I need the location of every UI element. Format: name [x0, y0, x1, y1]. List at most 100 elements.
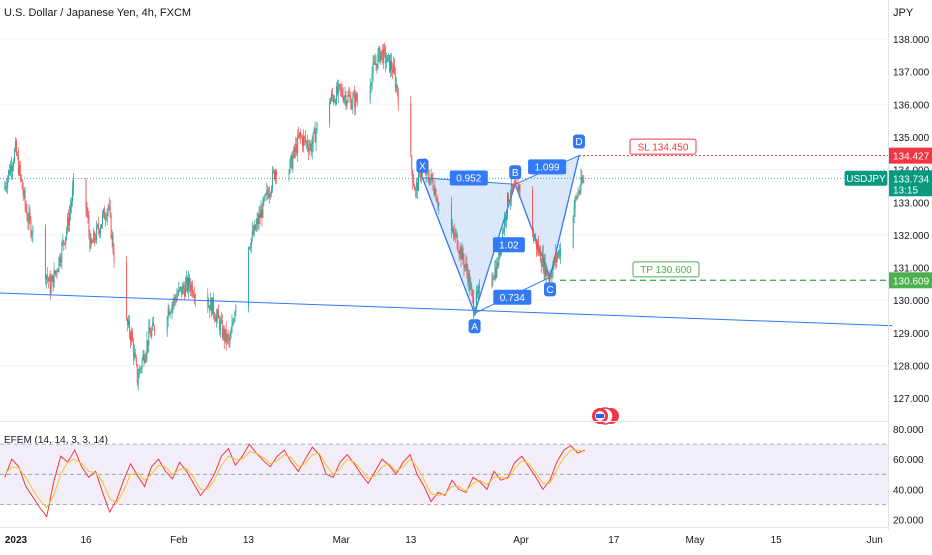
candle-body — [551, 276, 553, 277]
pattern-ratio-label: 1.099 — [535, 162, 560, 173]
candle-body — [56, 271, 58, 272]
trendline[interactable] — [0, 292, 893, 327]
pattern-triangle-xab — [422, 177, 516, 314]
candle-body — [16, 154, 18, 156]
candle-body — [146, 340, 148, 355]
candle-body — [581, 177, 583, 183]
candle-body — [471, 285, 473, 291]
candle-body — [372, 62, 374, 74]
candle-body — [472, 290, 474, 297]
candle-body — [555, 253, 557, 263]
candle-body — [133, 352, 135, 357]
candle-body — [69, 212, 71, 226]
candle-body — [95, 240, 97, 241]
candle-body — [379, 48, 381, 62]
candle-body — [230, 332, 232, 339]
candle-body — [534, 240, 535, 241]
candle-body — [329, 103, 331, 123]
candle-body — [373, 62, 375, 64]
pattern-labels: X A B C D 0.952 1.02 1.099 0.734 — [416, 134, 585, 334]
candle-body — [336, 86, 338, 95]
candle-body — [370, 84, 372, 86]
pattern-point-label: D — [575, 137, 582, 148]
candle-body — [369, 85, 371, 101]
candle-body — [347, 94, 349, 102]
pattern-point-label: C — [546, 285, 553, 296]
candle-body — [474, 312, 476, 316]
oscillator[interactable] — [0, 443, 888, 518]
candle-body — [516, 183, 518, 184]
candle-body — [252, 230, 254, 235]
candle-body — [470, 285, 472, 290]
pattern-point-label: A — [471, 322, 478, 333]
pattern-point-box — [573, 134, 585, 149]
candle-body — [169, 312, 171, 315]
candle-body — [217, 310, 219, 319]
candle-body — [293, 147, 295, 157]
candle-body — [90, 239, 92, 248]
candle-body — [100, 227, 101, 234]
candle-body — [171, 305, 173, 312]
candle-body — [292, 156, 294, 169]
candle-body — [4, 186, 6, 190]
x-tick-label: 15 — [771, 535, 783, 546]
candle-body — [235, 306, 237, 312]
candle-body — [583, 179, 585, 181]
economic-events-icon[interactable] — [592, 407, 619, 425]
candle-body — [135, 357, 137, 365]
candle-body — [333, 96, 334, 102]
tp-axis-tag: 130.609 — [893, 276, 930, 287]
pattern-ratio-box — [492, 237, 525, 253]
indicator-label: EFEM (14, 14, 3, 3, 14) — [4, 435, 108, 446]
pattern-point-box — [468, 319, 481, 334]
candle-body — [224, 329, 226, 341]
candle-body — [45, 275, 47, 280]
candle-body — [72, 188, 73, 202]
candle-body — [468, 274, 470, 283]
candle-body — [269, 193, 271, 198]
candle-body — [451, 227, 453, 232]
candle-body — [96, 225, 98, 241]
y-tick-label: 136.000 — [893, 100, 930, 111]
candle-body — [50, 281, 52, 294]
candle-body — [506, 215, 507, 221]
candle-body — [338, 84, 340, 85]
candle-body — [271, 188, 273, 194]
candle-body — [57, 269, 59, 272]
candle-body — [143, 354, 145, 363]
price-levels[interactable]: SL 134.450 TP 130.600 USDJPY — [0, 138, 888, 282]
candle-body — [11, 165, 13, 172]
candle-body — [154, 326, 156, 333]
candlesticks[interactable] — [4, 42, 585, 391]
y-tick-label: 131.000 — [893, 264, 930, 275]
candle-body — [234, 311, 236, 321]
candle-body — [110, 214, 112, 239]
candle-body — [136, 364, 138, 384]
candle-body — [385, 50, 387, 64]
pattern-point-box — [416, 158, 429, 173]
candle-body — [31, 234, 33, 235]
candle-body — [463, 259, 465, 268]
candle-body — [342, 95, 344, 101]
y-tick-label: 135.000 — [893, 133, 930, 144]
candle-body — [29, 212, 31, 220]
candle-body — [378, 48, 380, 54]
candle-body — [188, 277, 189, 291]
candle-body — [355, 94, 357, 108]
candle-body — [306, 141, 308, 148]
candle-body — [191, 284, 193, 295]
candle-body — [25, 204, 27, 211]
candle-body — [352, 96, 354, 106]
candle-body — [388, 55, 390, 56]
candle-body — [189, 285, 191, 291]
candle-body — [6, 186, 8, 188]
candle-body — [390, 60, 391, 72]
candle-body — [216, 315, 217, 322]
candle-body — [431, 174, 433, 180]
candle-body — [397, 92, 399, 104]
candle-body — [452, 227, 454, 233]
candle-body — [228, 336, 230, 341]
last-price-axis-tag: 133.734 — [893, 174, 930, 185]
